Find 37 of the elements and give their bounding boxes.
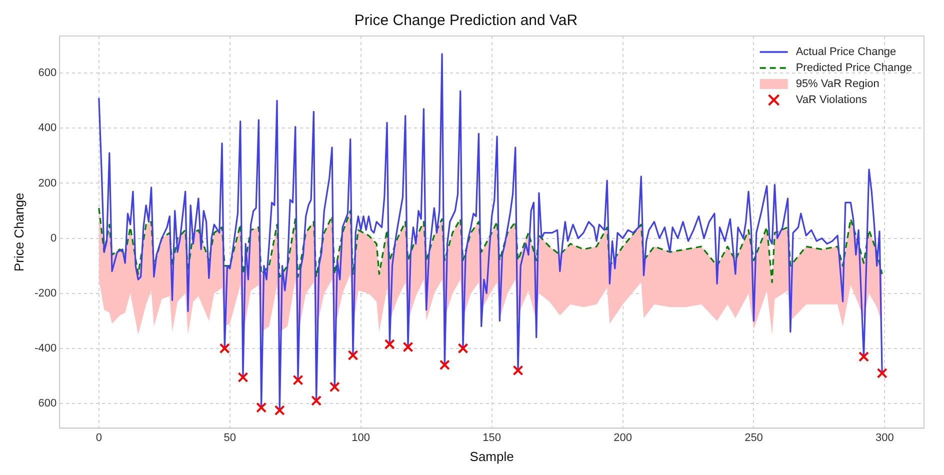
line-series: [98, 207, 883, 284]
legend-label: VaR Violations: [796, 94, 868, 106]
legend-label: Actual Price Change: [796, 46, 896, 58]
point: [858, 351, 869, 362]
y-tick-label: 600: [38, 397, 57, 410]
x-tick-label: 250: [744, 432, 763, 444]
legend-label: Predicted Price Change: [796, 62, 912, 74]
x-tick-label: 50: [224, 432, 236, 444]
y-tick-label: 0: [50, 232, 57, 244]
legend-label: 95% VaR Region: [796, 78, 880, 90]
y-tick-label: 600: [38, 67, 57, 80]
point: [348, 350, 358, 361]
y-axis-title: Price Change: [11, 192, 26, 272]
point: [458, 343, 468, 354]
x-axis-title: Sample: [470, 448, 514, 464]
point: [329, 382, 340, 392]
x-tick-label: 0: [96, 432, 102, 444]
y-tick-label: -400: [34, 342, 57, 354]
x-tick-label: 150: [482, 432, 501, 444]
point: [219, 343, 230, 354]
point: [384, 339, 395, 350]
point: [238, 372, 248, 383]
point: [876, 368, 888, 378]
x-tick-label: 300: [876, 432, 894, 444]
point: [256, 402, 267, 413]
point: [274, 405, 285, 416]
chart-title: Price Change Prediction and VaR: [354, 12, 578, 30]
point: [292, 374, 304, 386]
y-tick-label: 200: [38, 177, 57, 190]
y-tick-label: 400: [38, 122, 57, 134]
point: [311, 395, 322, 406]
point: [512, 365, 524, 376]
point: [439, 360, 450, 370]
point: [402, 342, 414, 352]
y-tick-label: -200: [34, 287, 57, 300]
x-tick-label: 200: [614, 432, 632, 444]
x-tick-label: 100: [352, 432, 370, 444]
